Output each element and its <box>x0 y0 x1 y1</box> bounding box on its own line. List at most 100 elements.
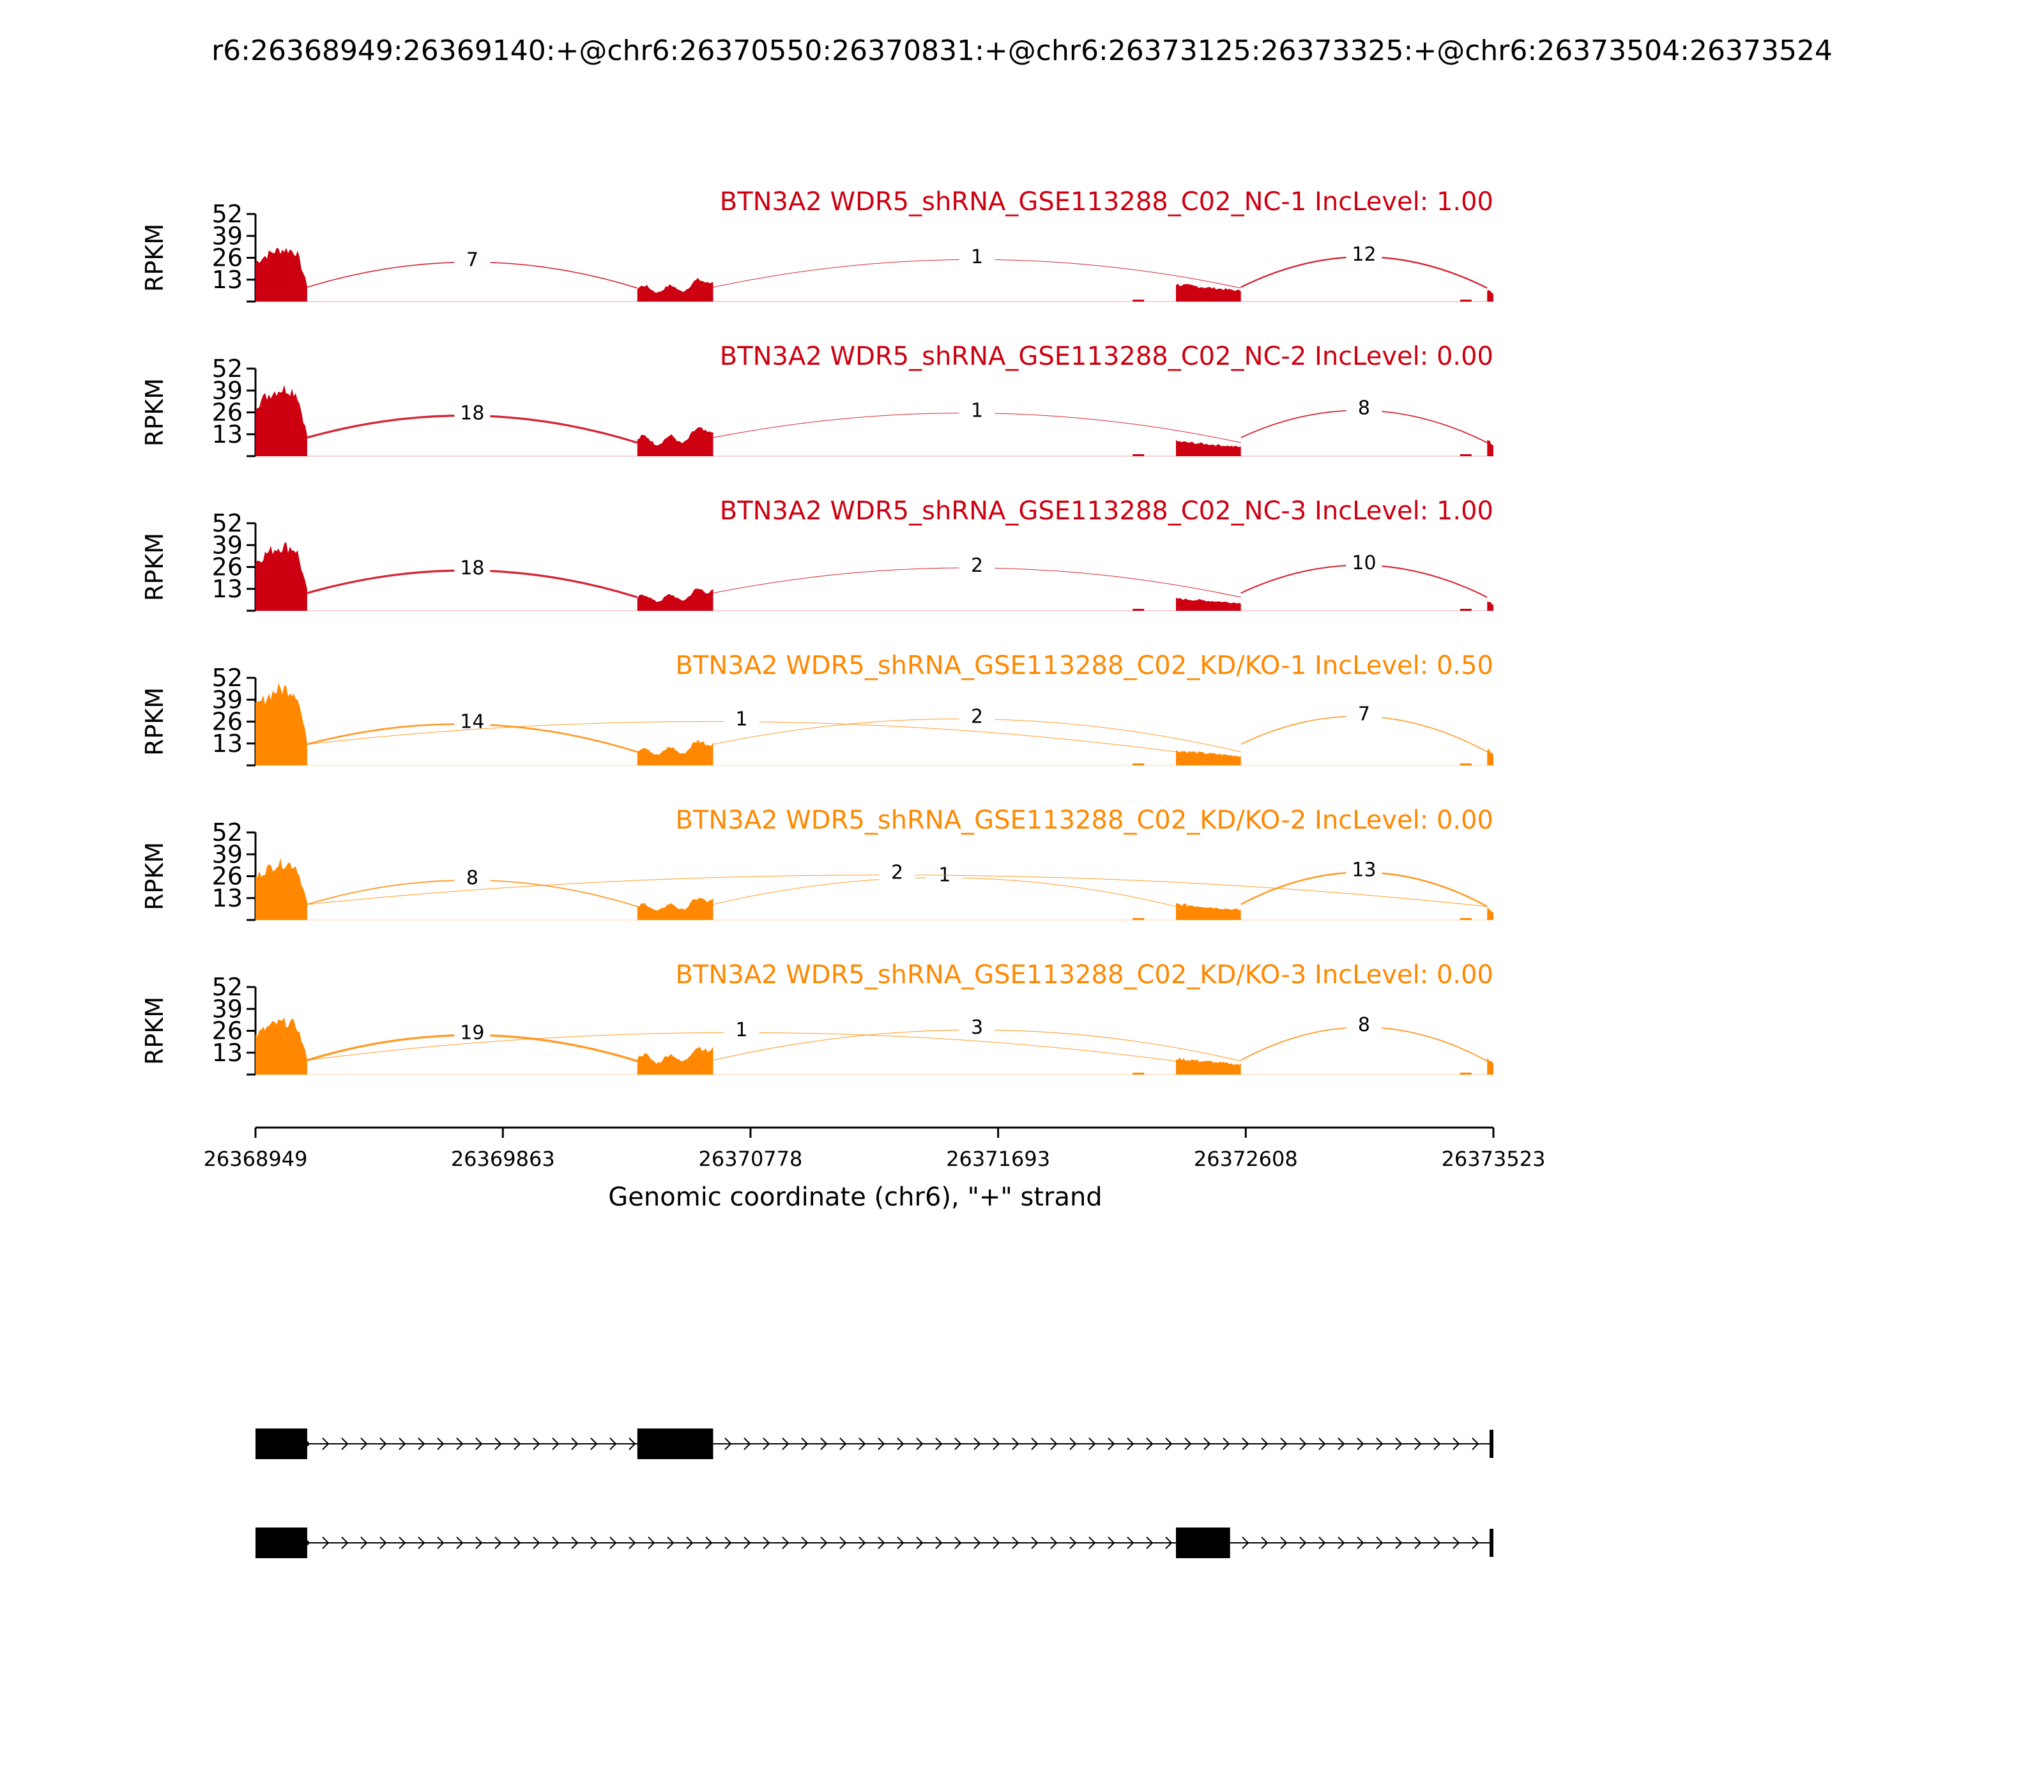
x-tick-label: 26371693 <box>946 1147 1050 1171</box>
panel-title: BTN3A2 WDR5_shRNA_GSE113288_C02_NC-1 Inc… <box>720 187 1493 217</box>
strand-chevron <box>437 1536 445 1549</box>
junction-count: 7 <box>1358 703 1370 725</box>
strand-chevron <box>1472 1536 1479 1549</box>
strand-chevron <box>1318 1437 1326 1450</box>
strand-chevron <box>839 1437 847 1450</box>
coverage-exon-3 <box>1176 440 1241 456</box>
strand-chevron <box>1050 1536 1058 1549</box>
strand-chevron <box>514 1437 521 1450</box>
junction-label-bg <box>1346 858 1382 880</box>
junction-label-bg <box>1346 551 1382 573</box>
y-tick-label: 39 <box>212 222 243 250</box>
strand-chevron <box>1069 1437 1077 1450</box>
strand-chevron <box>878 1437 885 1450</box>
coverage-blip <box>1460 918 1472 920</box>
strand-chevron <box>1261 1437 1269 1450</box>
strand-chevron <box>935 1536 943 1549</box>
coverage-exon-2 <box>637 588 713 611</box>
y-tick-label: 26 <box>212 708 243 736</box>
y-tick-label: 26 <box>212 553 243 581</box>
strand-chevron <box>801 1536 809 1549</box>
strand-chevron <box>705 1536 713 1549</box>
junction-label-bg <box>1346 702 1382 724</box>
coverage-exon-4 <box>1487 748 1493 765</box>
strand-chevron <box>1414 1437 1422 1450</box>
strand-chevron <box>475 1536 483 1549</box>
junction-label-bg <box>926 863 963 885</box>
y-tick-label: 52 <box>212 509 243 537</box>
y-axis-label: RPKM <box>141 997 169 1065</box>
strand-chevron <box>399 1536 406 1549</box>
coverage-blip <box>1133 300 1145 302</box>
x-tick-label: 26370778 <box>699 1147 803 1171</box>
coverage-blip <box>1460 763 1472 765</box>
strand-chevron <box>1088 1536 1096 1549</box>
strand-chevron <box>1318 1536 1326 1549</box>
y-tick-label: 26 <box>212 1017 243 1045</box>
strand-chevron <box>552 1536 560 1549</box>
strand-chevron <box>437 1437 445 1450</box>
strand-chevron <box>456 1536 464 1549</box>
strand-chevron <box>571 1536 579 1549</box>
strand-chevron <box>973 1536 981 1549</box>
junction-label-bg <box>959 705 995 727</box>
strand-chevron <box>1203 1437 1211 1450</box>
strand-chevron <box>916 1437 924 1450</box>
x-tick-label: 26368949 <box>204 1147 308 1171</box>
x-tick-label: 26373523 <box>1442 1147 1546 1171</box>
coverage-exon-3 <box>1176 1057 1241 1075</box>
strand-chevron <box>954 1437 962 1450</box>
junction-count: 2 <box>971 555 983 577</box>
strand-chevron <box>590 1536 598 1549</box>
terminal-exon <box>1490 1529 1493 1557</box>
strand-chevron <box>667 1536 675 1549</box>
strand-chevron <box>1012 1536 1019 1549</box>
y-tick-label: 39 <box>212 840 243 868</box>
y-tick-label: 52 <box>212 200 243 228</box>
coverage-blip <box>1133 918 1145 920</box>
junction-count: 8 <box>1358 1014 1370 1036</box>
junction-label-bg <box>1346 396 1382 418</box>
strand-chevron <box>1050 1437 1058 1450</box>
y-tick-label: 13 <box>212 266 243 294</box>
strand-chevron <box>820 1536 828 1549</box>
strand-chevron <box>1414 1536 1422 1549</box>
y-tick-label: 39 <box>212 685 243 714</box>
coverage-exon-4 <box>1487 1057 1493 1075</box>
isoform-2 <box>256 1528 1493 1558</box>
strand-chevron <box>1453 1536 1460 1549</box>
y-tick-label: 52 <box>212 355 243 383</box>
y-tick-label: 39 <box>212 376 243 404</box>
coverage-exon-4 <box>1487 289 1493 302</box>
strand-chevron <box>858 1437 866 1450</box>
y-axis-label: RPKM <box>141 224 169 292</box>
junction-label-bg <box>723 1018 759 1041</box>
strand-chevron <box>1069 1536 1077 1549</box>
strand-chevron <box>1127 1437 1134 1450</box>
strand-chevron <box>897 1536 904 1549</box>
junction-count: 2 <box>891 862 903 884</box>
junction-count: 13 <box>1352 859 1376 881</box>
strand-chevron <box>322 1437 330 1450</box>
y-tick-label: 13 <box>212 575 243 603</box>
y-axis-label: RPKM <box>141 533 169 601</box>
panel-title: BTN3A2 WDR5_shRNA_GSE113288_C02_KD/KO-3 … <box>675 960 1493 990</box>
strand-chevron <box>475 1437 483 1450</box>
exon-block <box>256 1428 307 1459</box>
strand-chevron <box>322 1536 330 1549</box>
strand-chevron <box>1299 1536 1307 1549</box>
strand-chevron <box>744 1437 751 1450</box>
junction-count: 1 <box>971 246 983 268</box>
junction-label-bg <box>454 556 491 578</box>
strand-chevron <box>686 1536 694 1549</box>
strand-chevron <box>629 1437 636 1450</box>
y-tick-label: 13 <box>212 420 243 448</box>
coverage-exon-4 <box>1487 440 1493 456</box>
exon-block <box>256 1528 307 1558</box>
y-tick-label: 26 <box>212 244 243 272</box>
